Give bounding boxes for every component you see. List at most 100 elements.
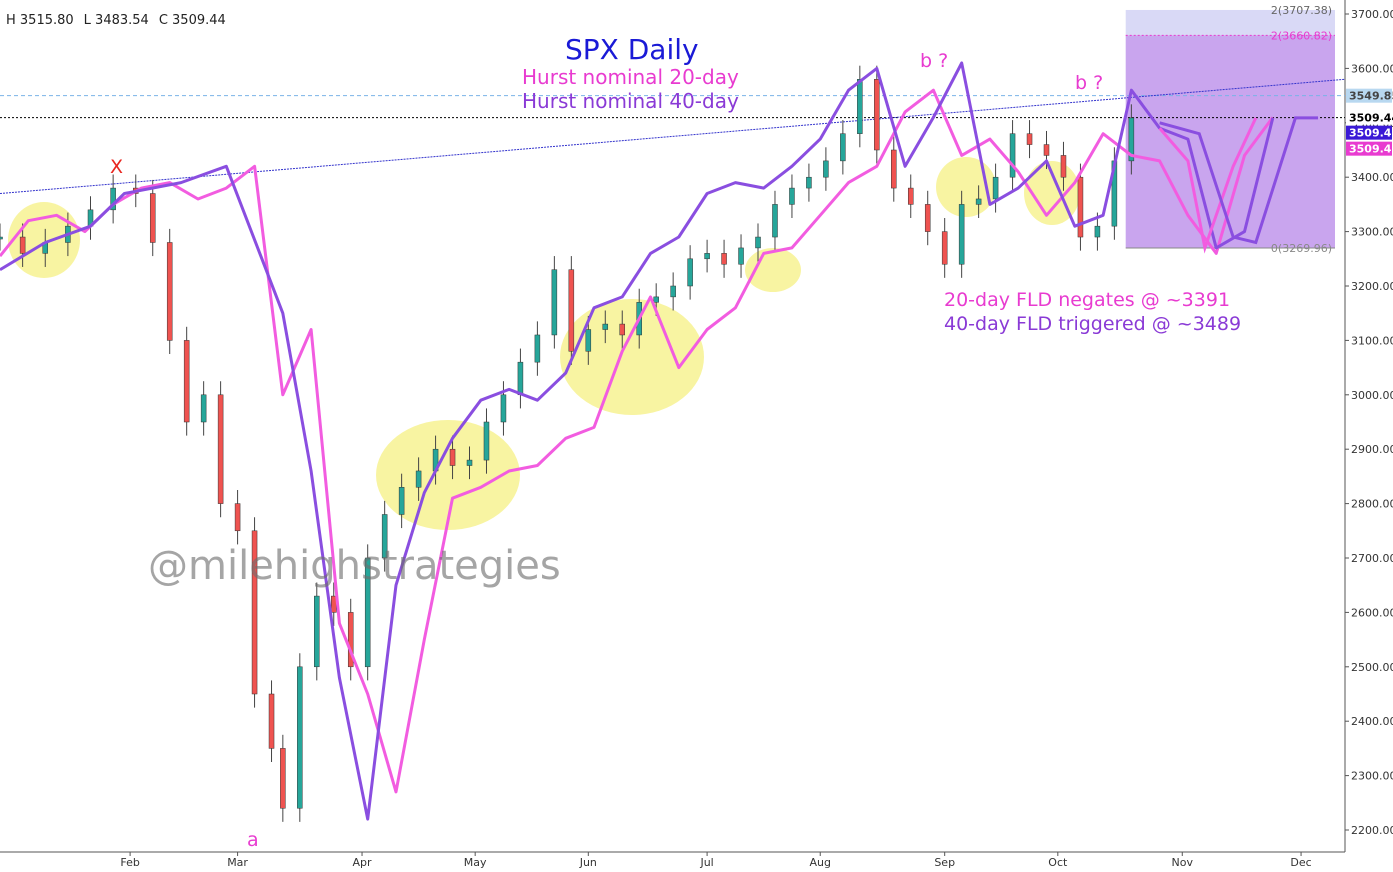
candle-body-42 <box>738 247 744 265</box>
y-tick-label-6: 2800.00 <box>1351 498 1393 511</box>
candle-body-54 <box>941 231 948 265</box>
price-tag-close3-bg <box>1346 141 1392 156</box>
candle-body-63 <box>1094 225 1101 238</box>
y-tick-label-2: 2400.00 <box>1351 715 1393 728</box>
candle-body-10 <box>200 394 207 423</box>
candle-body-30 <box>534 334 541 363</box>
candle-body-37 <box>653 296 659 303</box>
watermark: @milehighstrategies <box>148 543 561 589</box>
y-tick-label-5: 2700.00 <box>1351 552 1393 565</box>
candle-body-46 <box>806 176 812 189</box>
candle-body-20 <box>364 557 371 668</box>
highlight-ellipse-2 <box>560 299 704 415</box>
candle-body-38 <box>670 285 676 298</box>
label-a: a <box>247 829 259 851</box>
label-mid-target: 2(3660.82) <box>1271 29 1332 42</box>
price-tag-close2: 3509.44 <box>1349 127 1393 140</box>
chart-title: SPX Daily <box>565 33 699 66</box>
label-x: X <box>110 156 124 178</box>
x-tick-label-2: Apr <box>353 856 373 869</box>
forecast-20day-path <box>1158 117 1258 254</box>
ohlc-readout: H 3515.80 L 3483.54 C 3509.44 <box>6 13 236 28</box>
candle-body-28 <box>500 394 507 423</box>
y-tick-label-4: 2600.00 <box>1351 606 1393 619</box>
price-tag-close2-bg <box>1346 125 1392 140</box>
candle-body-17 <box>314 595 320 668</box>
note-20day-fld: 20-day FLD negates @ ~3391 <box>944 289 1231 311</box>
candle-body-14 <box>268 693 275 749</box>
y-tick-label-9: 3100.00 <box>1351 334 1393 347</box>
label-base-target: 0(3269.96) <box>1271 242 1332 255</box>
y-tick-label-12: 3400.00 <box>1351 171 1393 184</box>
candle-body-61 <box>1060 155 1067 178</box>
price-tag-dashed-bg <box>1346 88 1392 103</box>
x-tick-label-10: Dec <box>1290 856 1311 869</box>
candle-body-51 <box>891 149 897 189</box>
subtitle-40day: Hurst nominal 40-day <box>522 89 739 113</box>
candle-body-33 <box>585 329 592 352</box>
candle-body-53 <box>924 204 931 232</box>
x-tick-label-5: Jul <box>699 856 713 869</box>
ohlc-low: L 3483.54 <box>83 13 149 28</box>
y-tick-label-10: 3200.00 <box>1351 280 1393 293</box>
fld-20day-line <box>0 88 1275 794</box>
x-tick-label-3: May <box>464 856 487 869</box>
x-tick-label-6: Aug <box>809 856 830 869</box>
candle-body-11 <box>217 394 224 504</box>
candle-body-56 <box>975 198 982 205</box>
candle-body-52 <box>907 187 914 205</box>
price-tag-close1-bg <box>1346 110 1392 125</box>
candle-body-40 <box>704 253 710 260</box>
candle-body-34 <box>602 323 609 330</box>
candle-body-50 <box>874 79 880 151</box>
y-tick-label-1: 2300.00 <box>1351 770 1393 783</box>
candle-body-15 <box>280 748 286 809</box>
candle-body-12 <box>234 503 241 532</box>
label-b1: b ? <box>920 50 949 72</box>
candle-body-35 <box>619 323 625 336</box>
candle-body-7 <box>149 193 156 243</box>
x-tick-label-0: Feb <box>120 856 139 869</box>
label-b2: b ? <box>1075 72 1104 94</box>
candle-body-44 <box>772 204 778 238</box>
candle-body-59 <box>1026 133 1033 145</box>
candle-body-1 <box>19 236 26 254</box>
candle-body-65 <box>1128 117 1135 162</box>
candle-body-0 <box>0 236 3 240</box>
candle-body-21 <box>381 514 388 559</box>
candle-body-55 <box>958 204 965 265</box>
candle-body-26 <box>466 459 473 466</box>
candle-body-8 <box>166 242 173 341</box>
y-tick-label-8: 3000.00 <box>1351 389 1393 402</box>
candle-body-45 <box>789 187 795 205</box>
label-upper-target: 2(3707.38) <box>1271 4 1332 17</box>
ohlc-high: H 3515.80 <box>6 13 74 28</box>
x-tick-label-4: Jun <box>579 856 597 869</box>
candle-body-49 <box>857 79 863 134</box>
candle-body-5 <box>110 187 116 211</box>
ohlc-close: C 3509.44 <box>158 13 226 28</box>
candle-body-41 <box>721 253 727 265</box>
x-tick-label-9: Nov <box>1172 856 1194 869</box>
candle-body-18 <box>331 595 337 613</box>
note-40day-fld: 40-day FLD triggered @ ~3489 <box>944 313 1242 335</box>
y-tick-label-7: 2900.00 <box>1351 443 1393 456</box>
x-tick-label-8: Oct <box>1048 856 1068 869</box>
highlight-ellipse-0 <box>8 202 80 278</box>
candle-body-13 <box>251 530 258 695</box>
y-tick-label-14: 3600.00 <box>1351 62 1393 75</box>
candle-body-57 <box>992 176 999 200</box>
candle-body-23 <box>415 470 422 488</box>
candle-body-27 <box>483 421 490 461</box>
candle-body-58 <box>1009 133 1016 178</box>
subtitle-20day: Hurst nominal 20-day <box>522 65 739 89</box>
candle-body-22 <box>398 487 405 515</box>
x-tick-label-1: Mar <box>227 856 248 869</box>
projection-box <box>1125 35 1335 248</box>
fld-40day-line <box>0 61 1275 821</box>
price-tag-close3: 3509.44 <box>1349 143 1393 156</box>
highlight-ellipse-3 <box>745 248 801 292</box>
candle-body-48 <box>840 133 846 162</box>
candle-body-32 <box>568 269 575 352</box>
